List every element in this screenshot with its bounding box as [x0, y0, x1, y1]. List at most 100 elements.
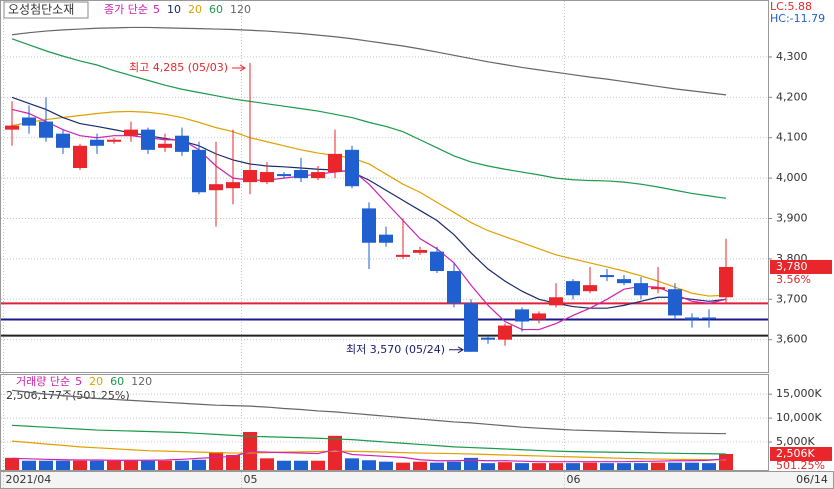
volume-bar	[379, 461, 393, 470]
candle-body	[56, 133, 70, 148]
legend-entry: 20	[89, 375, 103, 388]
volume-bar	[175, 460, 189, 470]
legend-entry: 60	[110, 375, 124, 388]
volume-bar	[124, 460, 138, 470]
candle-body	[22, 117, 36, 126]
last-price-label: 3,780	[776, 260, 808, 273]
last-ratio-label: 501.25%	[776, 459, 825, 472]
volume-bar	[73, 460, 87, 470]
y-tick-label: 4,100	[776, 131, 808, 144]
legend-entry: 5	[153, 3, 160, 16]
volume-bar	[600, 463, 614, 470]
legend-entry: 120	[230, 3, 251, 16]
candle-body	[5, 125, 19, 130]
y-tick-label: 3,900	[776, 212, 808, 225]
candle-body	[107, 139, 121, 142]
volume-bar	[583, 462, 597, 470]
y-tick-label: 4,200	[776, 90, 808, 103]
y-tick-label: 10,000K	[776, 411, 822, 424]
candle-body	[260, 172, 274, 183]
last-price-box	[770, 259, 832, 274]
volume-bar	[413, 461, 427, 470]
legend-entry: 60	[209, 3, 223, 16]
volume-bar	[294, 460, 308, 470]
candle-body	[396, 254, 410, 257]
y-tick-label: 3,600	[776, 333, 808, 346]
candle-body	[158, 143, 172, 148]
y-tick-label: 4,300	[776, 50, 808, 63]
candle-body	[583, 285, 597, 292]
candle-body	[617, 279, 631, 284]
y-tick-label: 4,000	[776, 171, 808, 184]
high-annotation: 최고 4,285 (05/03)	[129, 61, 228, 74]
price-panel	[0, 0, 769, 373]
legend-entry: 20	[188, 3, 202, 16]
ma-legend-label: 종가 단순	[104, 3, 148, 16]
volume-bar	[566, 463, 580, 470]
volume-bar	[362, 460, 376, 470]
candle-body	[498, 325, 512, 340]
volume-bar	[39, 460, 53, 470]
volume-bar	[702, 463, 716, 470]
candle-body	[124, 129, 138, 136]
volume-bar	[5, 457, 19, 470]
volume-bar	[56, 460, 70, 470]
candle-body	[192, 149, 206, 193]
y-tick-label: 15,000K	[776, 387, 822, 400]
volume-bar	[634, 463, 648, 470]
candle-body	[651, 287, 665, 290]
last-volume-box	[770, 446, 832, 461]
candle-body	[413, 250, 427, 253]
volume-bar	[328, 435, 342, 470]
candle-body	[430, 251, 444, 272]
candle-body	[209, 184, 223, 191]
legend-entry: 120	[131, 375, 152, 388]
candle-body	[447, 271, 461, 304]
volume-bar	[22, 460, 36, 470]
candle-body	[294, 170, 308, 179]
volume-bar	[447, 461, 461, 470]
volume-bar	[549, 463, 563, 470]
candle-body	[277, 174, 291, 177]
candle-body	[549, 297, 563, 306]
volume-bar	[498, 462, 512, 470]
candle-body	[73, 145, 87, 169]
candle-body	[481, 337, 495, 340]
candle-body	[175, 135, 189, 152]
candle-body	[464, 303, 478, 352]
volume-bar	[532, 463, 546, 470]
ma-line	[11, 389, 727, 435]
volume-bar	[226, 454, 240, 470]
hc-label: HC:-11.79	[770, 12, 825, 25]
volume-legend-label: 거래량 단순	[16, 375, 70, 388]
last-volume-label: 2,506K	[776, 447, 815, 460]
low-arrow	[449, 346, 464, 354]
volume-bar	[277, 460, 291, 470]
candle-body	[515, 309, 529, 322]
candle-body	[668, 289, 682, 316]
candle-body	[566, 281, 580, 296]
volume-bar	[90, 460, 104, 470]
candle-body	[702, 317, 716, 319]
candle-body	[226, 182, 240, 189]
end-date-label: 06/14	[796, 473, 828, 486]
volume-bar	[651, 462, 665, 470]
volume-bar	[158, 460, 172, 470]
candle-body	[634, 283, 648, 296]
volume-panel	[0, 374, 769, 471]
candle-body	[362, 208, 376, 243]
volume-bar	[396, 462, 410, 470]
candle-body	[311, 172, 325, 179]
y-tick-label: 5,000K	[776, 435, 815, 448]
candle-body	[243, 170, 257, 183]
last-change-label: 3.56%	[776, 273, 811, 286]
ma-line	[11, 440, 726, 461]
x-axis-bar	[0, 471, 834, 489]
ma-line	[11, 26, 727, 96]
x-tick-label: 2021/04	[6, 473, 52, 486]
volume-bar	[260, 458, 274, 470]
stock-title: 오성첨단소재	[8, 3, 74, 17]
ma-line	[11, 38, 727, 199]
ma-line	[11, 424, 727, 455]
